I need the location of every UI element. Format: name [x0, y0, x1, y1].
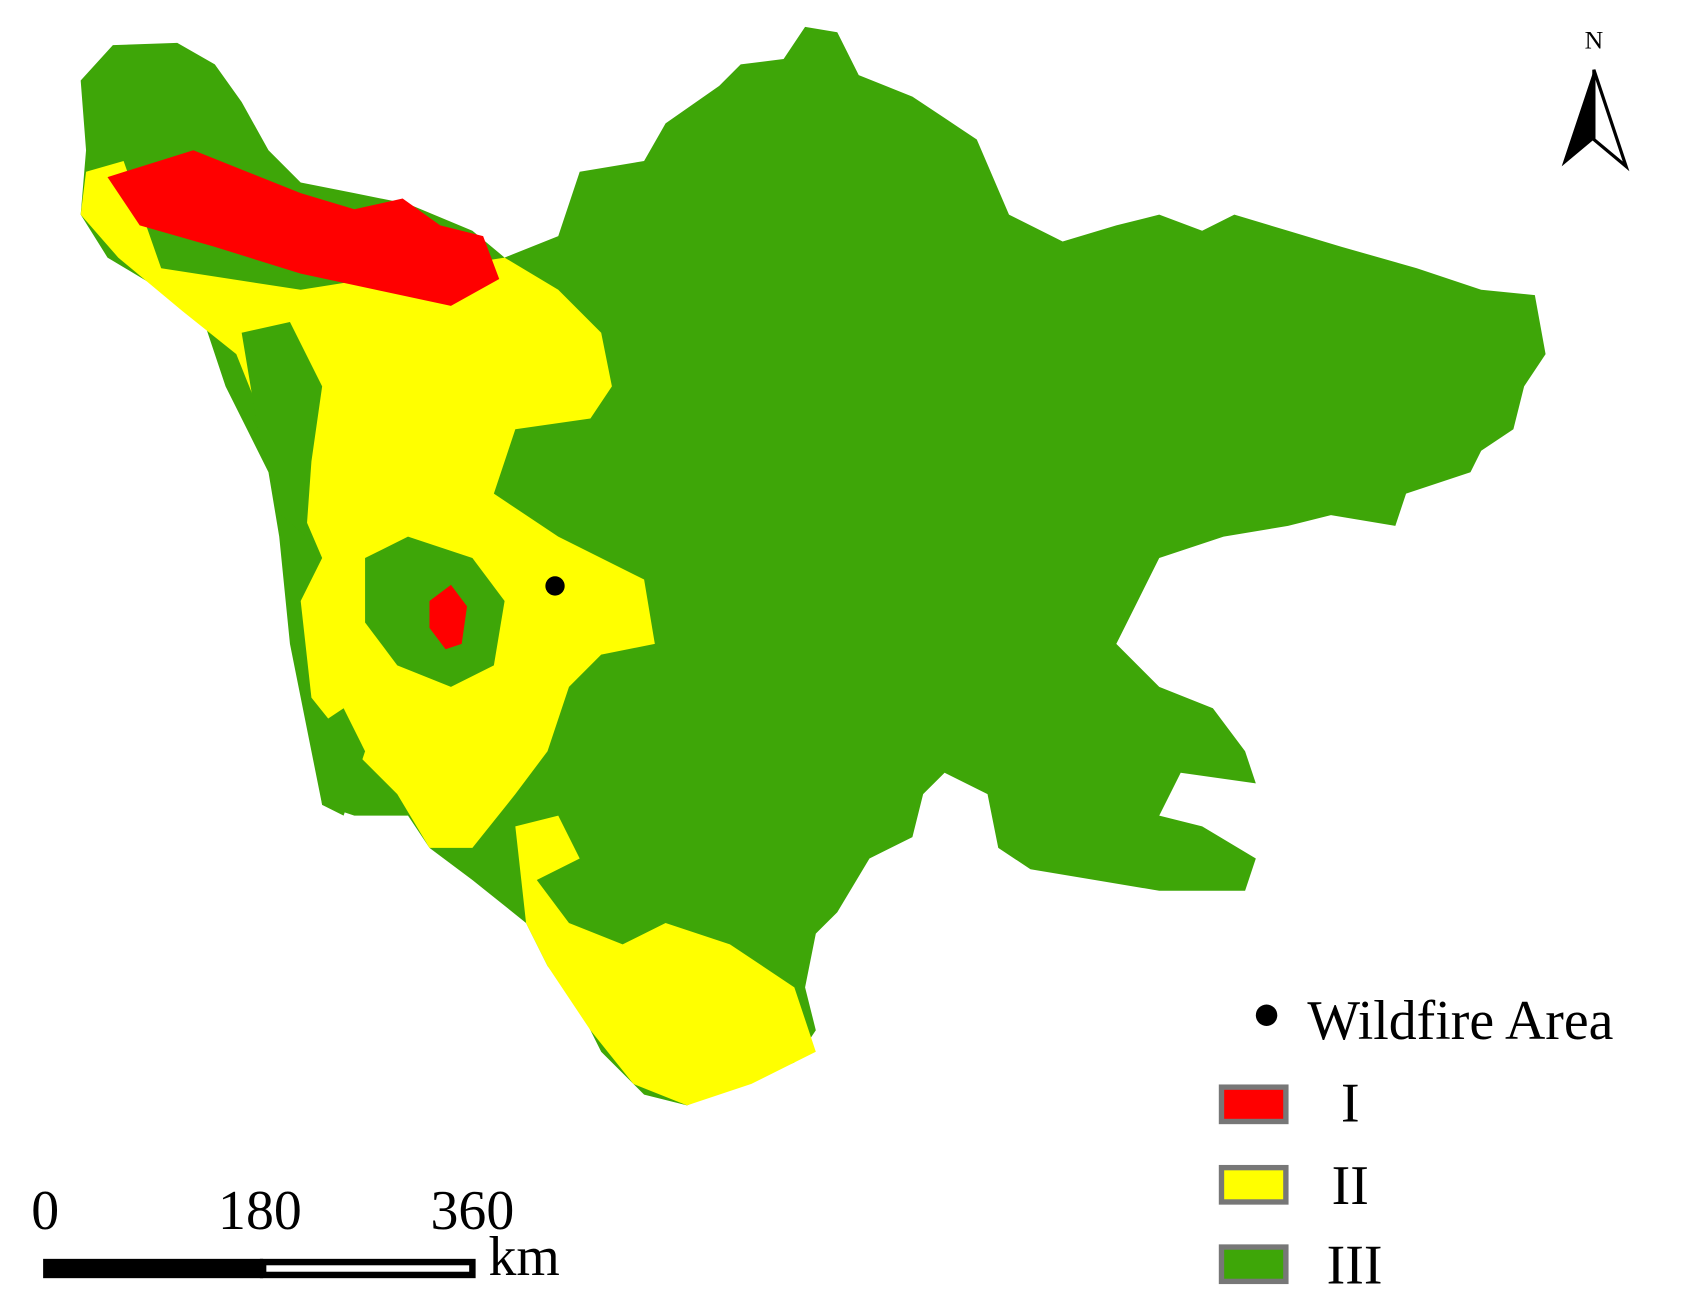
class-ii-area [515, 815, 816, 1106]
legend-swatch [1218, 1084, 1289, 1125]
legend-label: Wildfire Area [1307, 990, 1613, 1052]
scale-bar: 0 180 360 km [31, 1180, 559, 1288]
scale-segment [259, 1258, 476, 1279]
wildfire-point [545, 576, 565, 596]
legend-label: I [1341, 1072, 1360, 1134]
arrow-left [1561, 69, 1594, 167]
region-map [80, 26, 1546, 1106]
scale-segment [43, 1258, 264, 1279]
scale-label: 360 [431, 1180, 515, 1242]
legend-label: II [1332, 1155, 1369, 1217]
scale-label: 0 [31, 1180, 59, 1242]
legend-swatch [1218, 1244, 1289, 1285]
north-arrow: N [1561, 25, 1630, 172]
class-i-area [429, 584, 468, 650]
legend-label: III [1327, 1235, 1383, 1297]
scale-unit: km [488, 1226, 559, 1288]
class-i-area [107, 150, 500, 306]
legend-swatch [1218, 1164, 1289, 1205]
legend-dot [1255, 1004, 1278, 1026]
class-iii-patch [241, 321, 323, 537]
class-iii-patch [311, 708, 366, 816]
class-ii-area [80, 160, 655, 848]
north-label: N [1585, 25, 1604, 54]
class-iii-area [80, 26, 1546, 1106]
legend: Wildfire Area I II III [1218, 990, 1613, 1297]
arrow-right [1592, 69, 1630, 172]
scale-label: 180 [218, 1180, 302, 1242]
